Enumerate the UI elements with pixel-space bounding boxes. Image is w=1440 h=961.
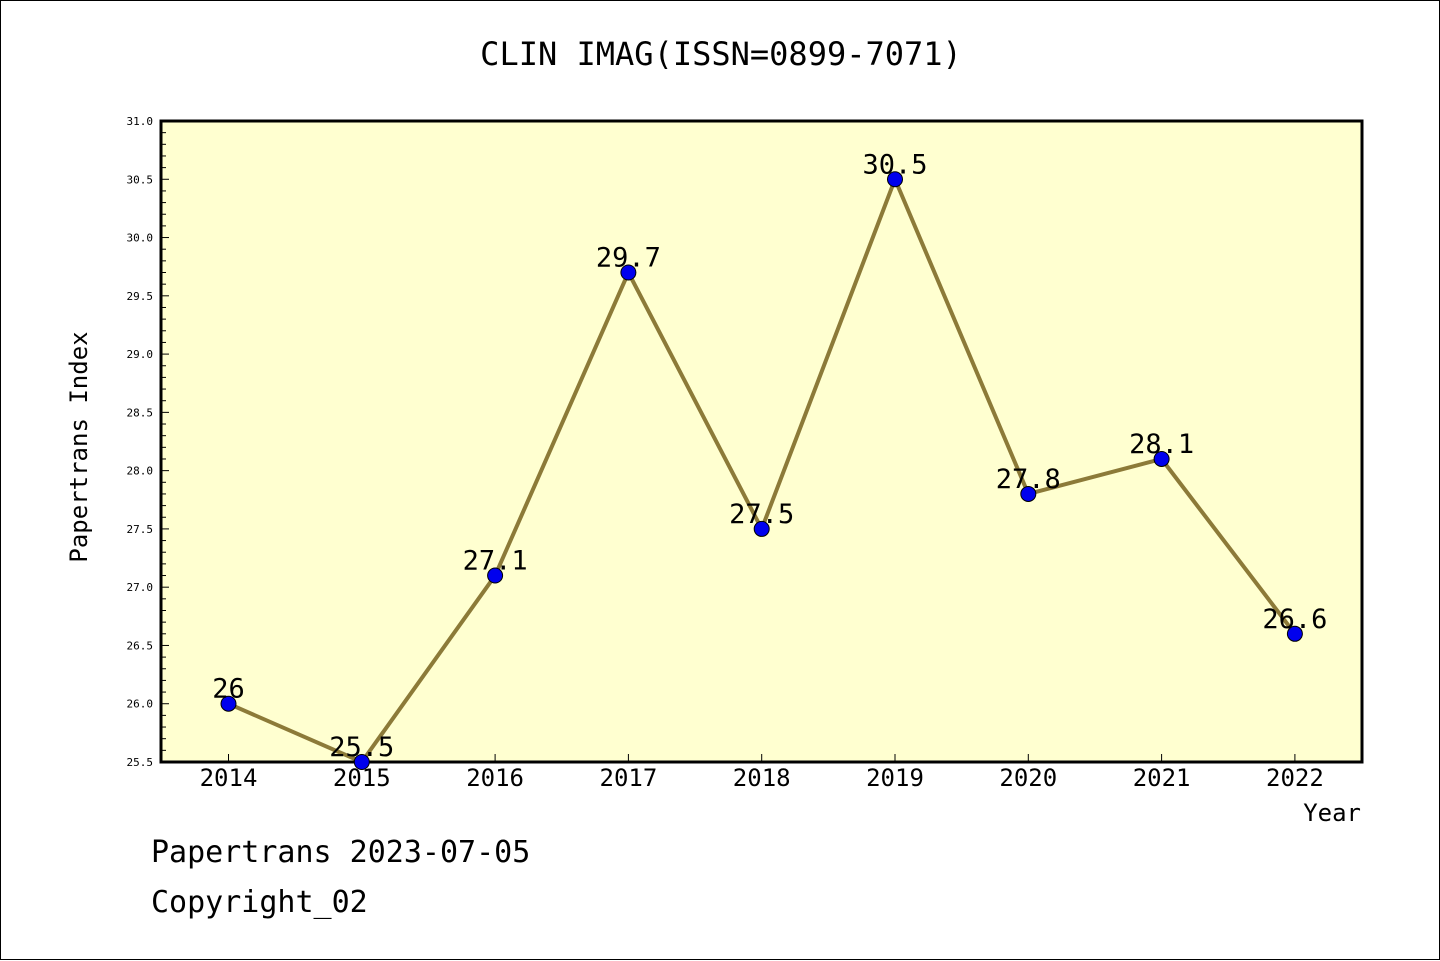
x-tick-label: 2014 xyxy=(200,764,258,792)
y-tick-label: 30.0 xyxy=(127,232,154,245)
y-tick-label: 25.5 xyxy=(127,756,154,769)
data-label: 26.6 xyxy=(1262,604,1327,635)
data-point xyxy=(220,695,237,712)
y-tick-label: 31.0 xyxy=(127,115,154,128)
chart-title: CLIN IMAG(ISSN=0899-7071) xyxy=(480,35,962,73)
data-label: 28.1 xyxy=(1129,429,1194,460)
data-point xyxy=(887,171,903,188)
data-point xyxy=(487,567,504,584)
y-axis: 25.5 26.0 26.5 27.0 27.5 28.0 28.5 29.0 29.5 30.0… xyxy=(127,115,169,769)
data-label: 27.5 xyxy=(729,499,794,530)
y-tick-label: 26.5 xyxy=(127,639,154,652)
x-tick-label: 2020 xyxy=(999,764,1057,792)
y-tick-label: 30.5 xyxy=(127,173,154,186)
x-axis-label: Year xyxy=(1303,799,1361,827)
footer-date: Papertrans 2023-07-05 xyxy=(151,835,531,870)
y-tick-label: 27.5 xyxy=(127,523,154,536)
y-tick-label: 29.5 xyxy=(127,290,154,303)
x-tick-label: 2019 xyxy=(866,764,924,792)
y-tick-label: 26.0 xyxy=(127,698,154,711)
data-label: 26 xyxy=(212,674,245,705)
data-label: 27.8 xyxy=(996,464,1061,495)
y-tick-label: 27.0 xyxy=(127,581,154,594)
x-tick-label: 2021 xyxy=(1133,764,1191,792)
y-axis-label: Papertrans Index xyxy=(65,331,93,562)
series-points xyxy=(220,171,1303,770)
x-tick-label: 2017 xyxy=(600,764,658,792)
x-tick-label: 2018 xyxy=(733,764,791,792)
y-tick-label: 28.0 xyxy=(127,465,154,478)
data-point xyxy=(620,264,637,281)
x-axis: 2014 2015 2016 2017 2018 2019 2020 2021 2022 xyxy=(200,754,1324,792)
data-point xyxy=(753,520,770,537)
data-point xyxy=(1286,625,1303,642)
x-tick-label: 2016 xyxy=(466,764,524,792)
data-point xyxy=(1020,485,1037,502)
x-tick-label: 2022 xyxy=(1266,764,1324,792)
data-label: 30.5 xyxy=(862,149,927,180)
data-label: 29.7 xyxy=(596,243,661,274)
y-tick-label: 28.5 xyxy=(127,406,154,419)
data-point xyxy=(1153,450,1170,467)
data-point xyxy=(353,754,370,770)
data-labels: 26 25.5 27.1 29.7 27.5 30.5 27.8 28.1 26.6 xyxy=(212,149,1327,763)
footer-copyright: Copyright_02 xyxy=(151,885,368,920)
data-label: 25.5 xyxy=(329,732,394,763)
plot-area xyxy=(159,119,1364,764)
data-label: 27.1 xyxy=(463,546,528,577)
y-tick-label: 29.0 xyxy=(127,348,154,361)
